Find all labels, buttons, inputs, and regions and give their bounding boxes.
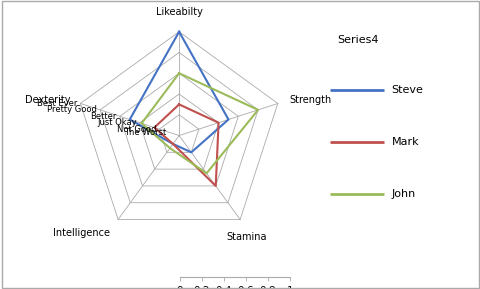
Text: John: John	[391, 189, 415, 199]
Text: Likeabilty: Likeabilty	[156, 7, 202, 17]
Text: Not Good: Not Good	[117, 125, 156, 134]
Text: Better: Better	[90, 112, 117, 121]
Text: Just Okay: Just Okay	[96, 118, 136, 127]
Text: Stamina: Stamina	[226, 232, 266, 242]
Text: Strength: Strength	[289, 95, 331, 105]
Text: Dexterity: Dexterity	[25, 95, 71, 105]
Text: Intelligence: Intelligence	[53, 228, 110, 238]
Text: Series4: Series4	[337, 35, 378, 45]
Text: Steve: Steve	[391, 85, 422, 95]
Text: Best Ever: Best Ever	[37, 99, 77, 108]
Text: Mark: Mark	[391, 137, 418, 147]
Text: Pretty Good: Pretty Good	[47, 105, 97, 114]
Text: The Worst: The Worst	[124, 128, 166, 137]
